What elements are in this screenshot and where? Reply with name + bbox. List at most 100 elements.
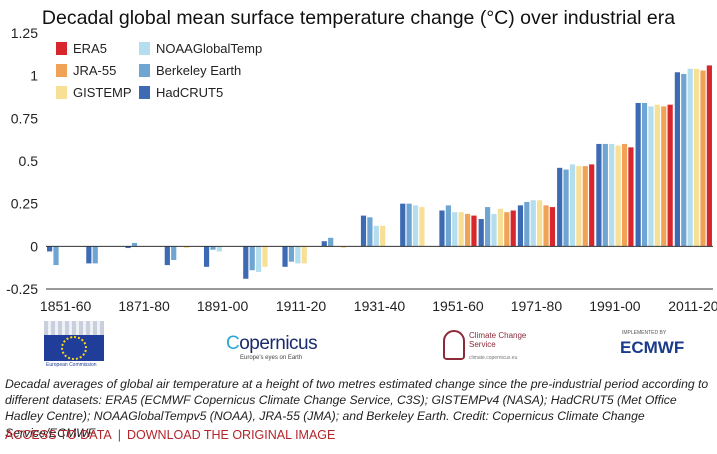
action-links: ACCESS TO DATA | DOWNLOAD THE ORIGINAL IMA… (5, 428, 335, 442)
y-axis-labels: -0.25 0 0.25 0.5 0.75 1 1.25 (6, 25, 38, 297)
bar (380, 225, 386, 247)
ecmwf-logo[interactable]: IMPLEMENTED BY ECMWF (620, 330, 708, 362)
bar (667, 104, 673, 247)
bar (288, 246, 295, 262)
x-tick-label: 1971-80 (511, 298, 563, 314)
legend-label: HadCRUT5 (156, 85, 223, 100)
bar (648, 106, 654, 247)
bar (596, 143, 602, 247)
bar (576, 166, 582, 247)
bar (681, 73, 687, 247)
bar (412, 205, 419, 247)
climate-change-service-logo[interactable]: Climate Change Service climate.copernicu… (443, 328, 553, 368)
bar (367, 217, 373, 247)
bar (458, 212, 464, 247)
bar (464, 213, 471, 247)
bar (445, 205, 451, 247)
bar (524, 201, 530, 247)
bar (262, 246, 268, 267)
bar (86, 246, 92, 264)
bar (602, 143, 608, 247)
bar (400, 203, 406, 247)
bar (549, 207, 556, 247)
bar (243, 246, 249, 279)
bar (706, 65, 712, 247)
bar (406, 203, 412, 247)
bar (301, 246, 307, 264)
legend-label: Berkeley Earth (156, 63, 241, 78)
y-tick-label: 1 (30, 68, 38, 84)
bars (47, 65, 712, 279)
bar (171, 246, 177, 260)
logo-strip: European Commission Copernicus Europe's … (0, 318, 717, 376)
legend-swatch (56, 64, 67, 77)
bar (582, 166, 588, 247)
y-tick-label: -0.25 (6, 281, 38, 297)
x-tick-label: 1931-40 (354, 298, 406, 314)
bar (282, 246, 288, 267)
legend-label: ERA5 (73, 41, 107, 56)
bar (654, 104, 660, 247)
legend-swatch (139, 64, 150, 77)
access-to-data-link[interactable]: ACCESS TO DATA (5, 428, 112, 442)
download-image-link[interactable]: DOWNLOAD THE ORIGINAL IMAGE (127, 428, 336, 442)
bar (687, 68, 693, 247)
bar (183, 246, 190, 249)
bar (589, 164, 595, 247)
bar (373, 225, 379, 247)
legend-swatch (139, 86, 150, 99)
y-tick-label: 1.25 (11, 25, 38, 41)
bar (53, 246, 59, 266)
legend-swatch (56, 42, 67, 55)
y-tick-label: 0.75 (11, 110, 38, 126)
bar (249, 246, 255, 271)
european-commission-logo[interactable]: European Commission (44, 321, 104, 373)
link-separator: | (117, 428, 121, 442)
bar (478, 219, 484, 247)
bar (635, 102, 641, 247)
c3s-thermometer-icon (443, 330, 465, 360)
bar (537, 200, 543, 247)
chart-area: -0.25 0 0.25 0.5 0.75 1 1.25 1851-60 1871-80 189… (6, 25, 717, 314)
bar (543, 205, 549, 247)
c3s-url: climate.copernicus.eu (469, 355, 518, 361)
legend-label: JRA-55 (73, 63, 116, 78)
bar (563, 169, 569, 247)
bar (485, 207, 491, 247)
chart-title: Decadal global mean surface temperature … (41, 7, 676, 29)
bar (661, 106, 667, 247)
legend: ERA5 JRA-55 GISTEMP NOAAGlobalTemp Berkeley … (56, 41, 262, 100)
bar (203, 246, 210, 267)
copernicus-wordmark: Copernicus (226, 333, 318, 354)
bar (674, 72, 680, 247)
eu-building-graphic (44, 321, 104, 335)
bar (452, 212, 458, 247)
bar (360, 215, 367, 247)
y-tick-label: 0.5 (19, 153, 39, 169)
copernicus-tagline: Europe's eyes on Earth (240, 355, 303, 361)
x-tick-label: 1991-00 (589, 298, 641, 314)
y-tick-label: 0 (30, 238, 38, 254)
copernicus-logo[interactable]: Copernicus Europe's eyes on Earth (226, 331, 318, 365)
bar (641, 102, 648, 247)
ecmwf-implemented-by: IMPLEMENTED BY (622, 330, 667, 336)
bar (92, 246, 98, 264)
c3s-name: Climate Change Service (469, 331, 527, 349)
bar (471, 215, 477, 247)
bar (439, 210, 445, 247)
bar (497, 208, 504, 247)
bar (569, 164, 576, 247)
x-tick-label: 1871-80 (118, 298, 170, 314)
bar (700, 70, 706, 247)
bar (125, 246, 131, 249)
bar (621, 143, 628, 247)
bar (557, 167, 563, 247)
legend-swatch (139, 42, 150, 55)
bar (328, 237, 334, 247)
bar (504, 212, 510, 247)
bar (530, 200, 536, 247)
ecmwf-wordmark: ECMWF (620, 338, 685, 357)
bar (340, 246, 347, 249)
bar (131, 242, 138, 247)
x-tick-label: 1951-60 (432, 298, 484, 314)
